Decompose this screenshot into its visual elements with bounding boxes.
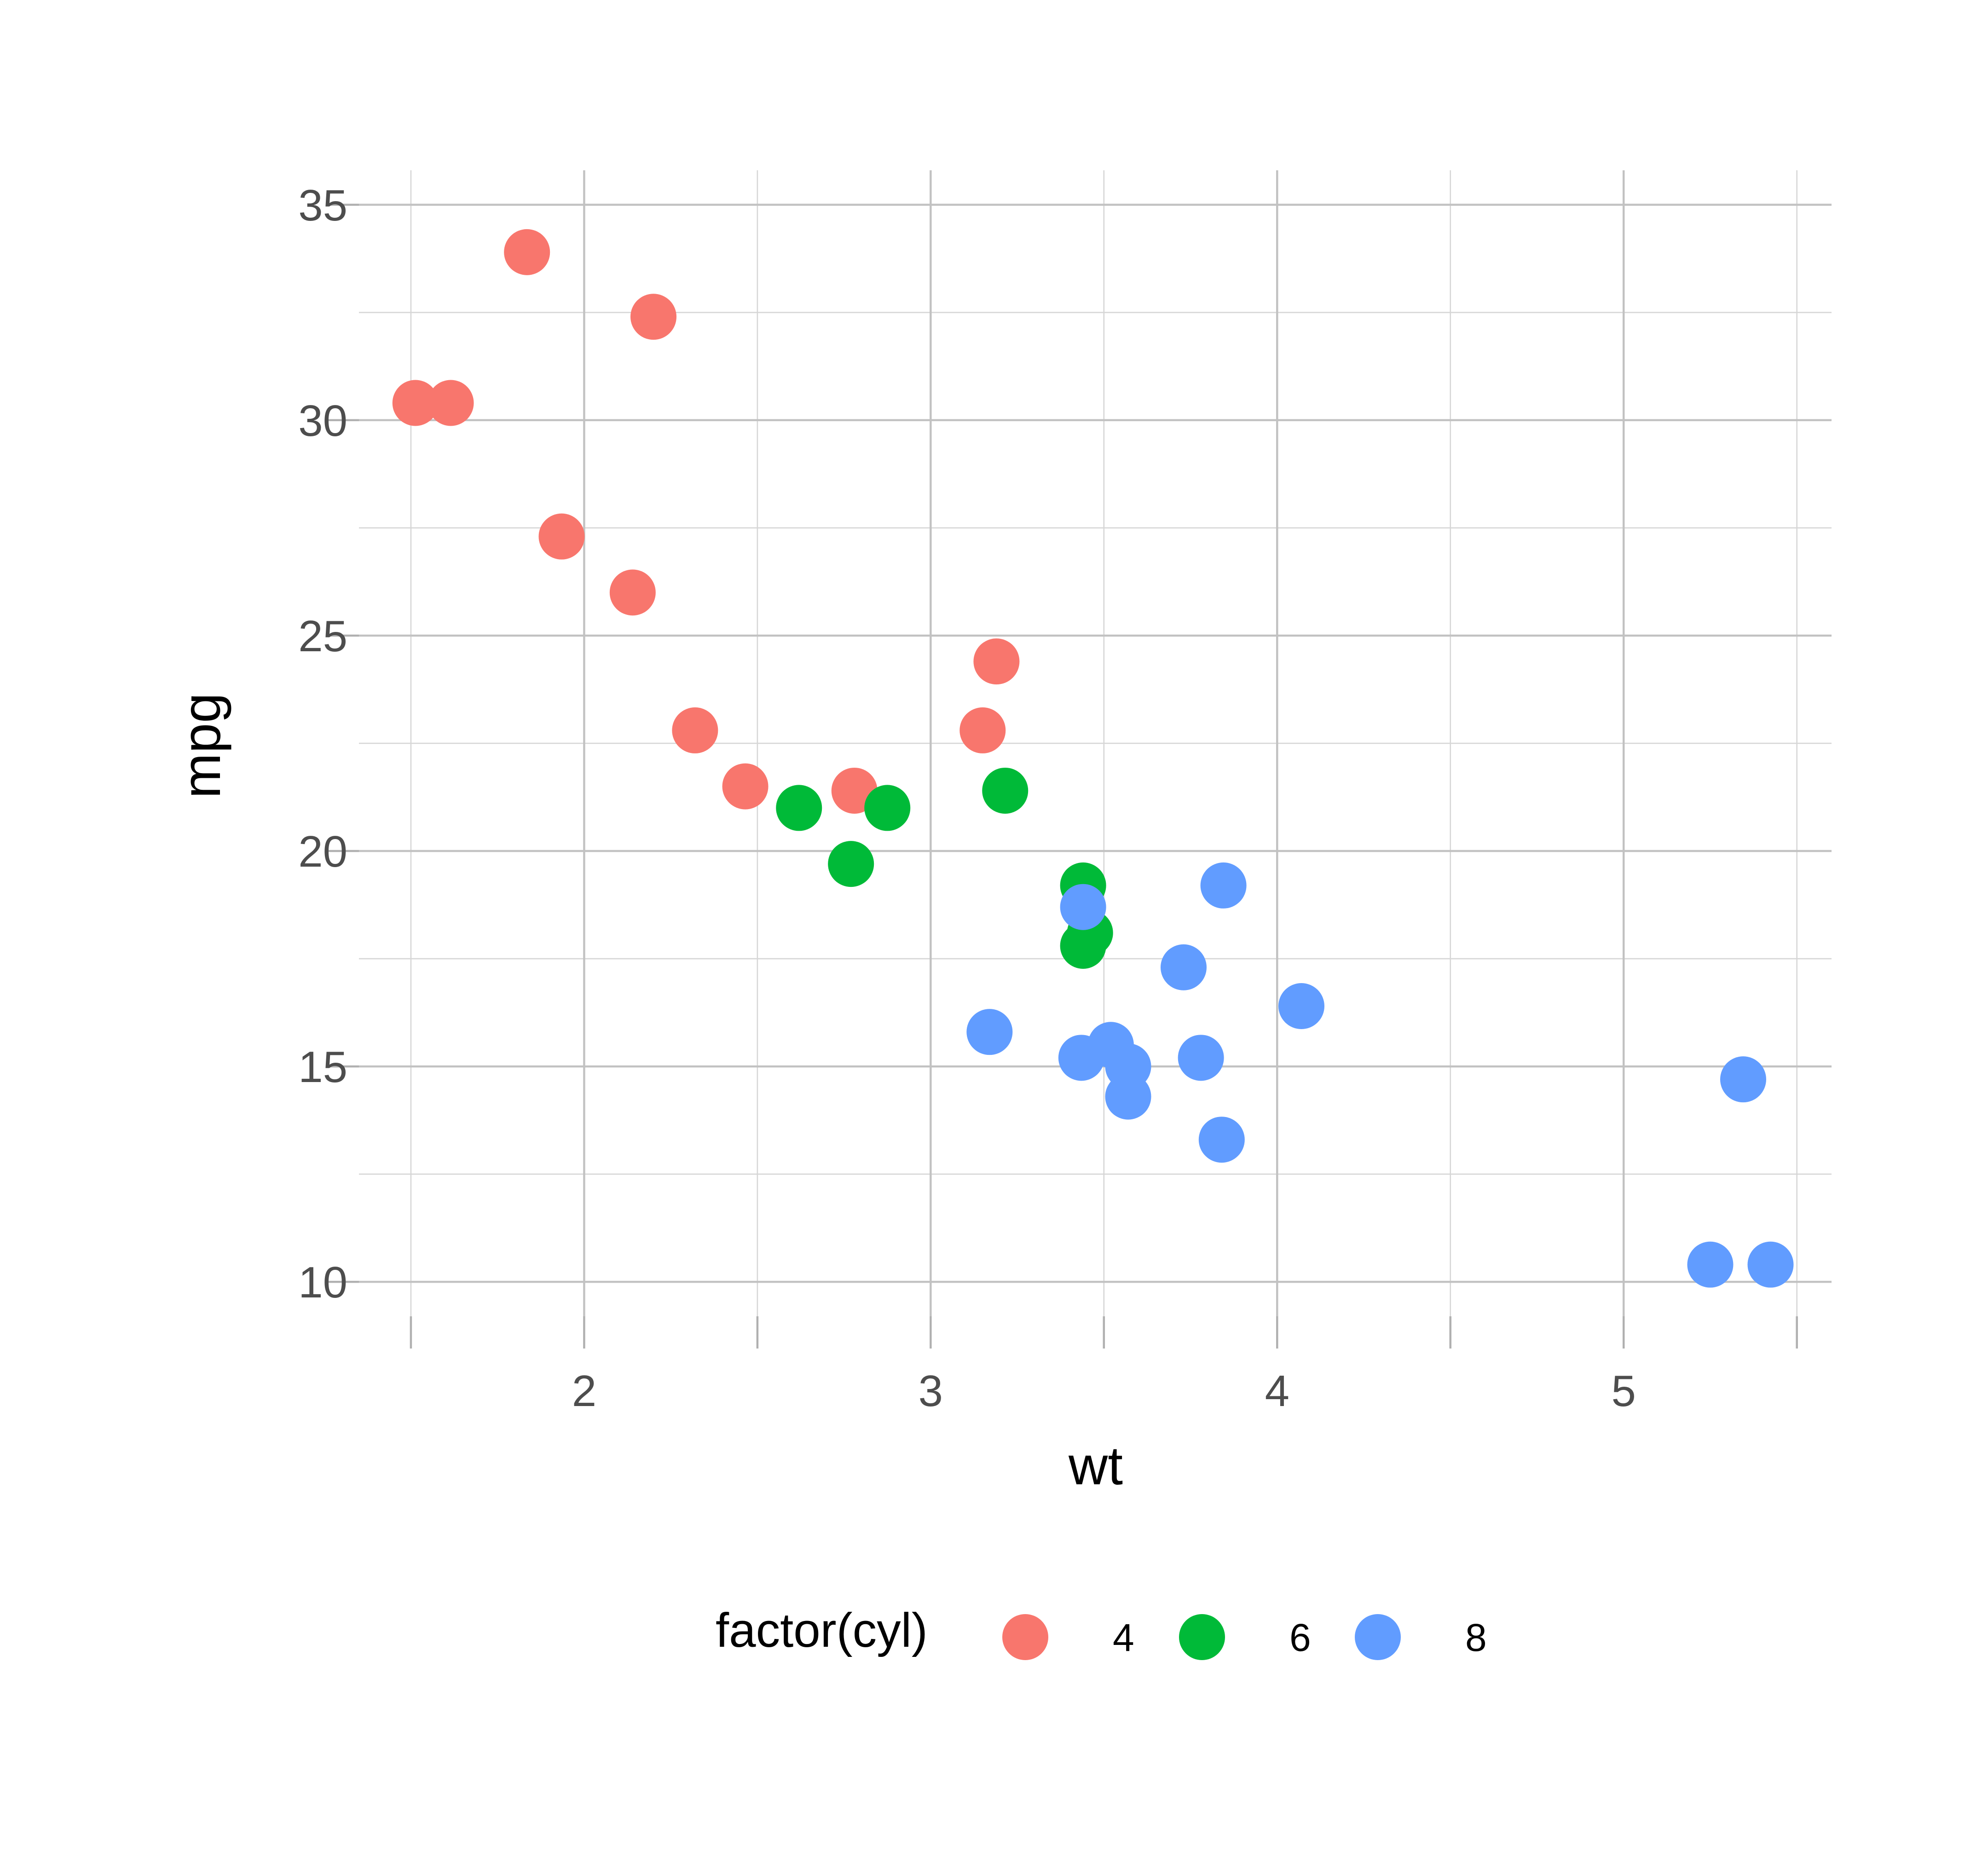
y-tick-label: 30 xyxy=(298,396,347,446)
data-point-cyl-6 xyxy=(864,785,911,831)
data-point-cyl-4 xyxy=(504,229,550,275)
data-point-cyl-4 xyxy=(959,707,1006,753)
data-point-cyl-8 xyxy=(1198,1117,1245,1163)
y-axis-title: mpg xyxy=(171,693,232,799)
y-tick-label: 10 xyxy=(298,1258,347,1307)
data-point-cyl-8 xyxy=(1200,862,1247,909)
data-points xyxy=(392,229,1794,1288)
data-point-cyl-6 xyxy=(982,767,1029,814)
data-point-cyl-4 xyxy=(392,380,439,426)
data-point-cyl-4 xyxy=(973,638,1020,685)
y-tick-label: 15 xyxy=(298,1042,347,1092)
legend: factor(cyl) 4 6 8 xyxy=(716,1604,1487,1660)
data-point-cyl-8 xyxy=(1278,983,1324,1030)
y-tick-label: 25 xyxy=(298,612,347,661)
legend-label-cyl-4: 4 xyxy=(1113,1616,1134,1659)
data-point-cyl-8 xyxy=(966,1009,1013,1055)
legend-label-cyl-8: 8 xyxy=(1465,1616,1487,1659)
data-point-cyl-8 xyxy=(1105,1073,1151,1120)
data-point-cyl-4 xyxy=(538,513,585,560)
legend-title: factor(cyl) xyxy=(716,1604,928,1657)
x-axis-title: wt xyxy=(1068,1436,1123,1496)
legend-key-cyl-4 xyxy=(1002,1614,1048,1660)
data-point-cyl-8 xyxy=(1687,1241,1734,1288)
grid xyxy=(359,170,1832,1316)
data-point-cyl-8 xyxy=(1747,1241,1794,1288)
y-tick-label: 20 xyxy=(298,827,347,876)
legend-label-cyl-6: 6 xyxy=(1289,1616,1311,1659)
x-tick-label: 2 xyxy=(572,1366,596,1416)
x-tick-label: 5 xyxy=(1612,1366,1636,1416)
data-point-cyl-6 xyxy=(776,785,822,831)
data-point-cyl-4 xyxy=(630,294,676,340)
data-point-cyl-8 xyxy=(1720,1056,1766,1103)
legend-key-cyl-8 xyxy=(1355,1614,1401,1660)
data-point-cyl-4 xyxy=(609,569,656,616)
data-point-cyl-4 xyxy=(428,380,474,426)
data-point-cyl-8 xyxy=(1060,884,1106,930)
y-tick-label: 35 xyxy=(298,181,347,230)
axis-ticks xyxy=(327,203,1798,1349)
x-tick-label: 4 xyxy=(1265,1366,1289,1416)
data-point-cyl-4 xyxy=(672,707,718,753)
legend-key-cyl-6 xyxy=(1179,1614,1225,1660)
data-point-cyl-8 xyxy=(1161,944,1207,990)
tick-labels: 2 3 4 5 10 15 20 25 30 35 xyxy=(298,181,1636,1416)
data-point-cyl-8 xyxy=(1178,1035,1224,1081)
x-tick-label: 3 xyxy=(919,1366,943,1416)
data-point-cyl-4 xyxy=(722,763,769,810)
data-point-cyl-6 xyxy=(828,841,874,887)
